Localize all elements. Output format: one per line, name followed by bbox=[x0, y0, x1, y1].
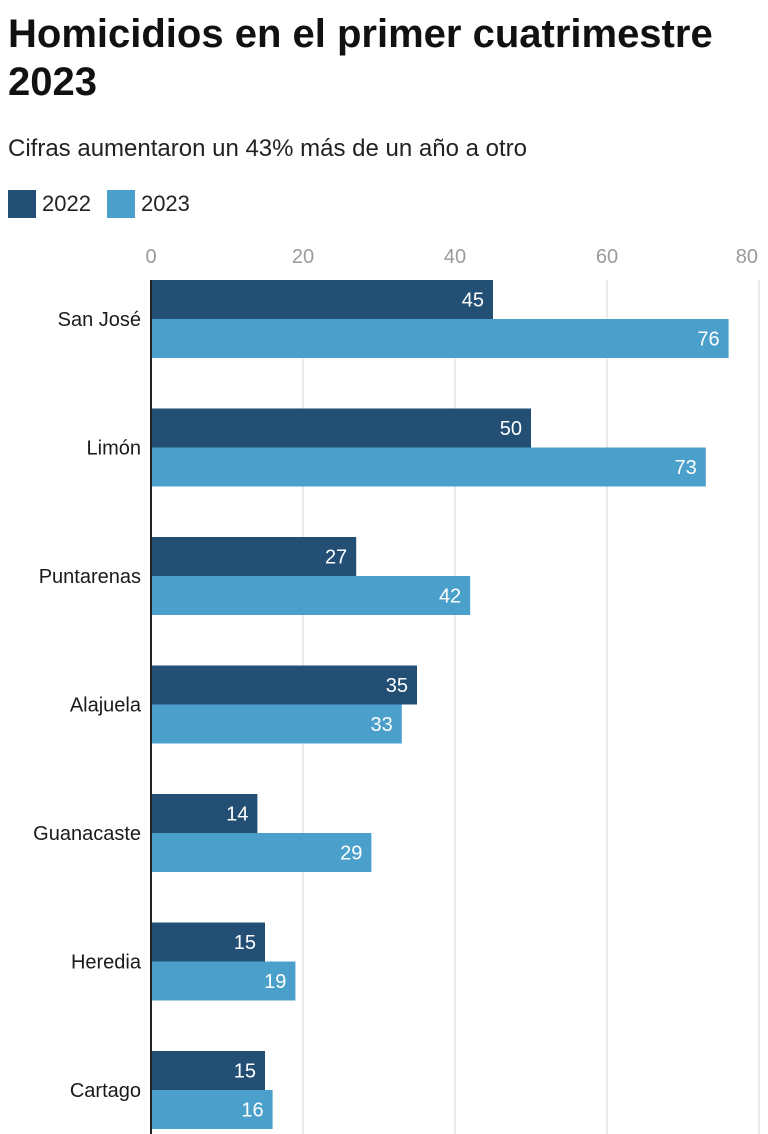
chart-title: Homicidios en el primer cuatrimestre 202… bbox=[8, 12, 713, 104]
legend-swatch-2022 bbox=[8, 190, 36, 218]
bar-value-label-2023: 33 bbox=[371, 714, 393, 736]
legend-item-2023: 2023 bbox=[106, 190, 190, 218]
bar-2023 bbox=[151, 576, 471, 615]
bar-value-label-2022: 15 bbox=[234, 932, 256, 954]
bar-value-label-2023: 76 bbox=[697, 329, 719, 351]
x-tick-label-80: 80 bbox=[736, 246, 758, 268]
bar-value-label-2022: 50 bbox=[500, 418, 522, 440]
x-tick-label-0: 0 bbox=[145, 246, 156, 268]
bar-2022 bbox=[151, 794, 258, 833]
legend-item-2022: 2022 bbox=[8, 190, 91, 218]
bar-value-label-2022: 27 bbox=[325, 547, 347, 569]
bar-value-label-2022: 45 bbox=[462, 290, 484, 312]
bar-2022 bbox=[151, 1051, 265, 1090]
bar-chart: 0 20 40 60 80 San José 45 76 Limón 50 73 Puntarenas… bbox=[33, 246, 760, 1134]
legend-swatch-2023 bbox=[106, 190, 135, 218]
bar-2023 bbox=[151, 319, 729, 358]
bar-2023 bbox=[151, 1090, 273, 1129]
bar-value-label-2023: 19 bbox=[264, 971, 286, 993]
bar-2023 bbox=[151, 833, 372, 872]
category-label: Cartago bbox=[70, 1080, 141, 1102]
bar-2022 bbox=[151, 665, 417, 705]
category-label: Puntarenas bbox=[39, 566, 141, 588]
bar-2023 bbox=[151, 961, 296, 1001]
category-label: Alajuela bbox=[70, 695, 142, 717]
bar-2022 bbox=[151, 280, 493, 319]
legend-label-2023: 2023 bbox=[140, 191, 190, 216]
chart-subtitle: Cifras aumentaron un 43% más de un año a… bbox=[8, 135, 527, 162]
x-tick-label-60: 60 bbox=[596, 246, 618, 268]
bar-value-label-2022: 35 bbox=[386, 675, 408, 697]
bar-2022 bbox=[151, 537, 357, 576]
bar-2022 bbox=[151, 408, 531, 448]
bar-value-label-2023: 29 bbox=[340, 843, 362, 865]
category-label: Limón bbox=[87, 438, 141, 460]
legend: 2022 2023 bbox=[8, 190, 206, 218]
bar-value-label-2023: 42 bbox=[439, 586, 461, 608]
category-label: Heredia bbox=[71, 952, 142, 974]
bar-2023 bbox=[151, 447, 706, 487]
category-label: Guanacaste bbox=[33, 823, 141, 845]
x-tick-label-20: 20 bbox=[292, 246, 314, 268]
category-label: San José bbox=[58, 309, 141, 331]
bar-value-label-2022: 14 bbox=[226, 804, 248, 826]
legend-label-2022: 2022 bbox=[42, 191, 91, 216]
x-tick-label-40: 40 bbox=[444, 246, 466, 268]
bar-value-label-2022: 15 bbox=[234, 1061, 256, 1083]
bar-2023 bbox=[151, 704, 402, 744]
bar-value-label-2023: 73 bbox=[675, 457, 697, 479]
bar-2022 bbox=[151, 922, 265, 962]
bar-value-label-2023: 16 bbox=[241, 1100, 263, 1122]
